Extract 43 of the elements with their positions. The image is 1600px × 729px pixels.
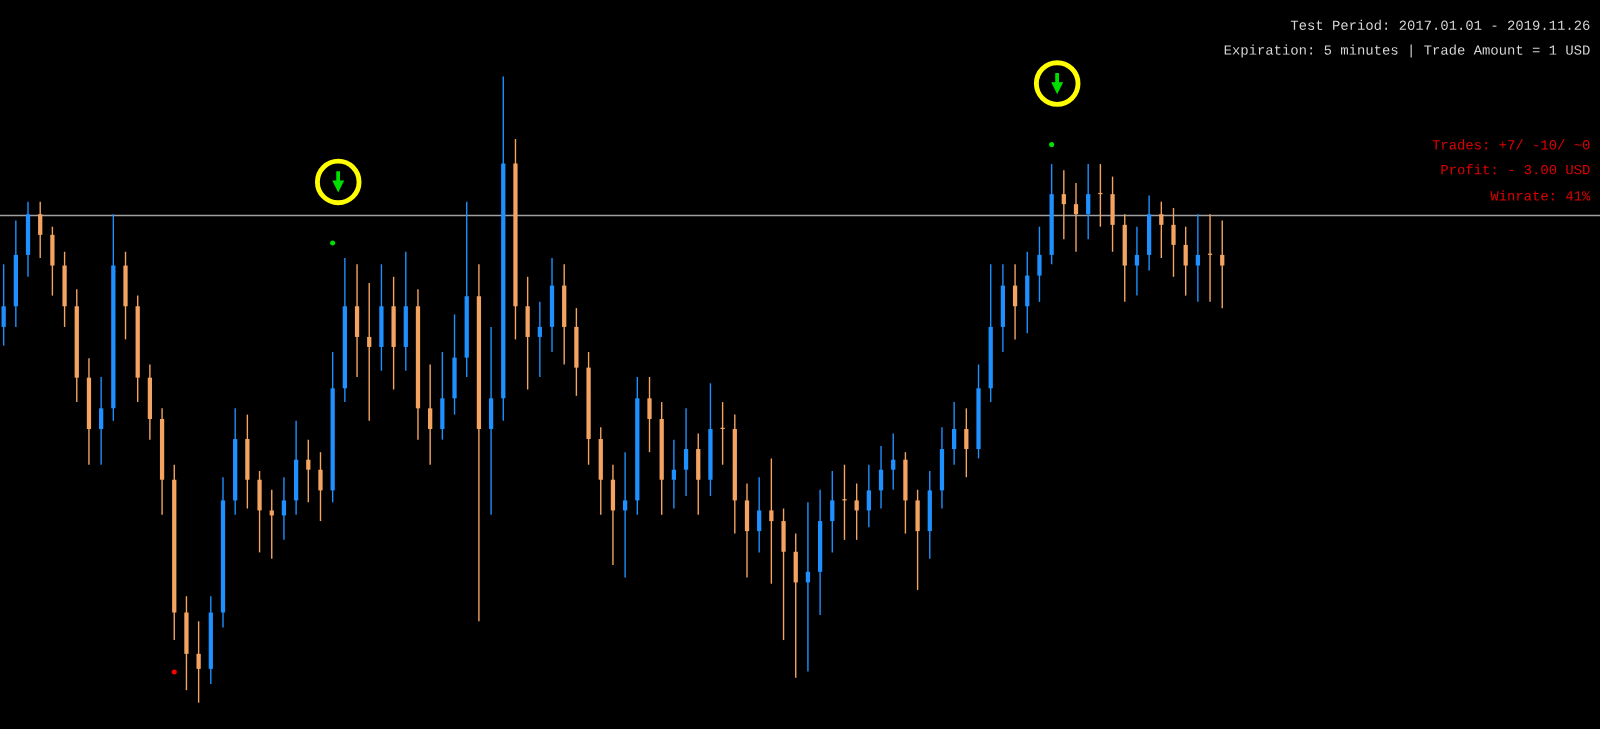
candlestick bbox=[1195, 213, 1200, 303]
candlestick bbox=[1159, 200, 1164, 259]
text: Expiration: 5 minutes | Trade Amount = 1 USD bbox=[1224, 44, 1590, 58]
candlestick bbox=[306, 438, 311, 503]
candlestick bbox=[1073, 182, 1079, 253]
candlestick bbox=[854, 482, 859, 541]
text: Trades: +7/ -10/ ~0 bbox=[1432, 139, 1590, 150]
candlestick bbox=[281, 476, 287, 541]
text: Test Period: 2017.01.01 - 2019.11.26 bbox=[1290, 19, 1590, 31]
candlestick bbox=[720, 401, 725, 466]
candlestick bbox=[1220, 219, 1225, 309]
candlestick bbox=[757, 476, 762, 554]
candlestick bbox=[1037, 226, 1042, 303]
text: Profit: - 3.00 USD bbox=[1441, 164, 1590, 175]
candlestick bbox=[269, 489, 274, 560]
candlestick bbox=[1012, 263, 1018, 341]
candlestick bbox=[1183, 226, 1188, 297]
candlestick bbox=[647, 376, 652, 453]
candlestick bbox=[196, 620, 201, 704]
candlestick bbox=[671, 438, 677, 510]
candlestick bbox=[318, 451, 323, 522]
candlestick bbox=[1134, 226, 1140, 297]
candlestick bbox=[683, 407, 689, 497]
candlestick bbox=[891, 432, 896, 491]
candlestick bbox=[1061, 169, 1066, 240]
text: Winrate: 41% bbox=[1490, 190, 1591, 201]
candlestick bbox=[537, 301, 542, 378]
candlestick bbox=[38, 200, 43, 259]
candlestick bbox=[842, 464, 847, 541]
candlestick bbox=[428, 363, 433, 466]
candlestick bbox=[878, 445, 884, 510]
candlestick bbox=[1098, 163, 1103, 228]
candlestick bbox=[769, 457, 774, 585]
candlestick bbox=[99, 376, 104, 466]
candlestick bbox=[830, 470, 835, 554]
candlestick bbox=[1171, 207, 1176, 278]
candlestick bbox=[866, 464, 871, 529]
candlestick bbox=[964, 407, 969, 478]
candlestick bbox=[367, 282, 372, 422]
candlestick bbox=[952, 401, 957, 466]
candlestick bbox=[1, 263, 6, 347]
candlestick bbox=[623, 451, 628, 579]
candlestick bbox=[1086, 163, 1091, 240]
